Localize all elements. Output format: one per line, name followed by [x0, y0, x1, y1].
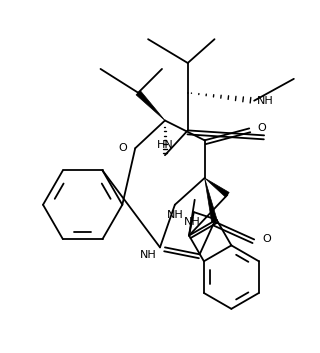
- Text: O: O: [118, 143, 127, 153]
- Text: NH: NH: [183, 217, 200, 227]
- Text: NH: NH: [257, 96, 274, 106]
- Text: NH: NH: [140, 250, 157, 260]
- Text: O: O: [257, 124, 266, 133]
- Text: HN: HN: [156, 140, 173, 150]
- Polygon shape: [204, 178, 229, 197]
- Text: NH: NH: [166, 210, 183, 220]
- Polygon shape: [136, 91, 165, 120]
- Polygon shape: [204, 178, 217, 222]
- Text: O: O: [262, 234, 271, 244]
